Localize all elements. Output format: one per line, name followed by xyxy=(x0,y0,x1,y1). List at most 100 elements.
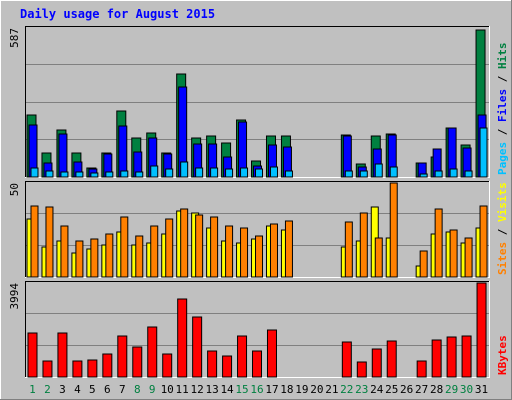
bar-kbytes-day-25 xyxy=(386,340,397,378)
bar-sites-day-1 xyxy=(30,205,39,278)
x-tick-label-day-9: 9 xyxy=(149,383,156,396)
bar-sites-day-22 xyxy=(344,221,353,278)
bar-kbytes-day-4 xyxy=(72,360,83,378)
bar-files-day-7 xyxy=(118,125,128,178)
bar-sites-day-5 xyxy=(90,238,99,278)
bar-pages-day-23 xyxy=(359,170,368,178)
bar-pages-day-8 xyxy=(135,171,144,178)
bar-kbytes-day-28 xyxy=(431,339,442,378)
bar-pages-day-25 xyxy=(389,166,398,178)
bar-pages-day-17 xyxy=(269,166,278,178)
bar-kbytes-day-24 xyxy=(371,348,382,378)
bar-pages-day-11 xyxy=(180,161,189,178)
x-tick-label-day-29: 29 xyxy=(445,383,458,396)
bar-pages-day-4 xyxy=(75,171,84,178)
bar-sites-day-12 xyxy=(195,214,204,278)
bar-sites-day-23 xyxy=(359,212,368,278)
x-tick-label-day-2: 2 xyxy=(44,383,51,396)
bar-kbytes-day-15 xyxy=(237,335,248,378)
bar-pages-day-5 xyxy=(90,172,99,178)
bar-sites-day-27 xyxy=(419,250,428,278)
bar-pages-day-18 xyxy=(284,170,293,178)
x-tick-label-day-11: 11 xyxy=(176,383,189,396)
y-max-label-visits: 50 xyxy=(8,183,21,196)
bar-sites-day-29 xyxy=(449,229,458,278)
x-tick-label-day-21: 21 xyxy=(325,383,338,396)
bar-sites-day-7 xyxy=(120,216,129,278)
bar-sites-day-18 xyxy=(284,220,293,278)
x-tick-label-day-23: 23 xyxy=(355,383,368,396)
x-axis-day-labels: 1 2 3 4 5 6 7 8 9 10 11 12 13 14 15 16 17 18 19 20 21 22 23 24 2… xyxy=(29,383,488,396)
x-tick-label-day-7: 7 xyxy=(119,383,126,396)
bar-sites-day-2 xyxy=(45,206,54,278)
x-tick-label-day-4: 4 xyxy=(74,383,81,396)
bar-sites-day-9 xyxy=(150,225,159,278)
x-tick-label-day-27: 27 xyxy=(415,383,428,396)
bar-kbytes-day-10 xyxy=(162,353,173,378)
bar-pages-day-6 xyxy=(105,171,114,178)
x-tick-label-day-20: 20 xyxy=(310,383,323,396)
x-tick-label-day-22: 22 xyxy=(340,383,353,396)
bar-kbytes-day-6 xyxy=(102,353,113,378)
legend-label-hits: Hits xyxy=(496,43,509,70)
bar-sites-day-31 xyxy=(479,205,488,278)
bar-sites-day-24 xyxy=(374,237,383,278)
bar-kbytes-day-2 xyxy=(42,360,53,378)
x-tick-label-day-30: 30 xyxy=(460,383,473,396)
chart-panels: 587 Pages / Files / Hits 50 Sites / Visits 3… xyxy=(8,26,509,378)
bar-pages-day-22 xyxy=(344,170,353,178)
bar-sites-day-13 xyxy=(210,216,219,278)
x-tick-label-day-19: 19 xyxy=(295,383,308,396)
panel-hits: 587 Pages / Files / Hits xyxy=(8,26,509,178)
legend-label-files: Files xyxy=(496,89,509,122)
bar-pages-day-31 xyxy=(479,127,488,178)
bar-kbytes-day-23 xyxy=(356,361,367,378)
bar-sites-day-28 xyxy=(434,208,443,278)
legend-label-pages: Pages xyxy=(496,142,509,175)
legend-label-sites: Sites xyxy=(496,242,509,275)
y-max-label-kbytes: 3994 xyxy=(8,283,21,310)
bar-kbytes-day-5 xyxy=(87,359,98,378)
panel-visits: 50 Sites / Visits xyxy=(8,181,509,278)
x-tick-label-day-13: 13 xyxy=(205,383,218,396)
bar-pages-day-2 xyxy=(45,170,54,178)
bar-sites-day-30 xyxy=(464,237,473,278)
bar-kbytes-day-8 xyxy=(132,346,143,378)
legend-kbytes: KBytes xyxy=(496,335,509,375)
bar-pages-day-30 xyxy=(464,170,473,178)
bar-pages-day-24 xyxy=(374,163,383,178)
bar-sites-day-17 xyxy=(269,223,278,278)
x-tick-label-day-6: 6 xyxy=(104,383,111,396)
bar-pages-day-29 xyxy=(449,168,458,178)
bar-sites-day-3 xyxy=(60,225,69,278)
bar-sites-day-14 xyxy=(225,225,234,278)
bar-kbytes-day-14 xyxy=(222,355,233,378)
bar-pages-day-16 xyxy=(255,168,264,178)
panel-area-hits xyxy=(25,26,489,177)
legend-label-visits: Visits xyxy=(496,182,509,222)
bar-kbytes-day-11 xyxy=(177,298,188,378)
x-tick-label-day-18: 18 xyxy=(280,383,293,396)
x-tick-label-day-17: 17 xyxy=(265,383,278,396)
bar-sites-day-8 xyxy=(135,235,144,278)
bar-pages-day-14 xyxy=(225,168,234,178)
bar-kbytes-day-3 xyxy=(57,332,68,378)
bar-pages-day-3 xyxy=(60,171,69,178)
x-tick-label-day-24: 24 xyxy=(370,383,384,396)
legend-separator: / xyxy=(496,222,509,242)
legend-label-kbytes: KBytes xyxy=(496,335,509,375)
bar-kbytes-day-17 xyxy=(266,329,277,378)
bar-sites-day-11 xyxy=(180,208,189,278)
bar-files-day-3 xyxy=(58,133,68,178)
bar-pages-day-28 xyxy=(434,170,443,178)
bar-pages-day-27 xyxy=(419,173,428,178)
bar-kbytes-day-22 xyxy=(341,341,352,378)
x-tick-label-day-16: 16 xyxy=(250,383,263,396)
bar-kbytes-day-1 xyxy=(27,332,38,378)
bar-kbytes-day-27 xyxy=(416,360,427,378)
bar-kbytes-day-9 xyxy=(147,326,158,378)
chart-title: Daily usage for August 2015 xyxy=(20,7,215,21)
bar-pages-day-13 xyxy=(210,167,219,178)
bar-pages-day-10 xyxy=(165,168,174,178)
